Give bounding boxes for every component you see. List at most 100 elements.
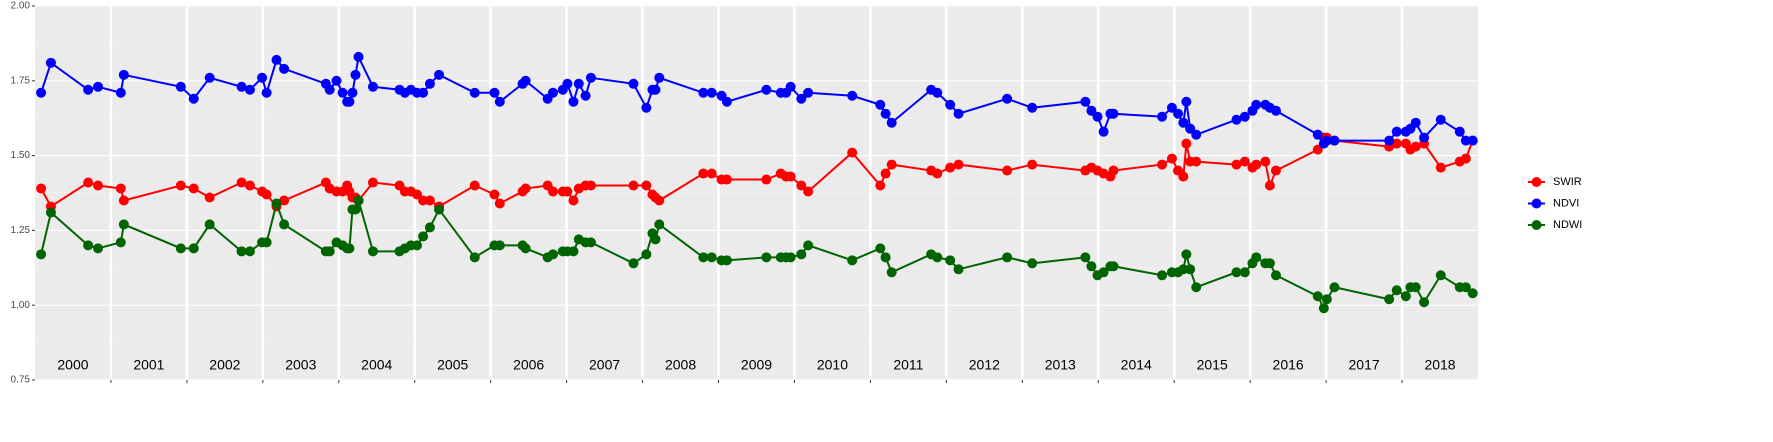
data-point [1321, 135, 1332, 146]
data-point [367, 246, 378, 257]
data-point [1467, 288, 1478, 299]
data-point [1391, 126, 1402, 137]
data-point [1312, 291, 1323, 302]
data-point [932, 252, 943, 263]
data-point [1002, 165, 1013, 176]
x-tick-label: 2015 [1197, 357, 1228, 373]
y-tick-label: 1.25 [11, 225, 31, 236]
x-tick-label: 2018 [1424, 357, 1455, 373]
data-point [1400, 291, 1411, 302]
data-point [641, 102, 652, 113]
data-point [1086, 261, 1097, 272]
data-point [244, 180, 255, 191]
data-point [204, 72, 215, 83]
data-point [118, 195, 129, 206]
legend-key-point [1531, 177, 1542, 187]
data-point [796, 249, 807, 260]
data-point [1108, 261, 1119, 272]
data-point [1157, 270, 1168, 281]
data-point [1321, 294, 1332, 305]
data-point [1419, 132, 1430, 143]
legend-key-point [1531, 220, 1542, 230]
x-tick-label: 2011 [893, 357, 923, 373]
data-point [188, 243, 199, 254]
data-point [1166, 153, 1177, 164]
data-point [761, 84, 772, 95]
data-point [279, 195, 290, 206]
data-point [1270, 105, 1281, 116]
data-point [932, 87, 943, 98]
data-point [83, 177, 94, 188]
data-point [585, 180, 596, 191]
data-point [880, 168, 891, 179]
data-point [945, 255, 956, 266]
data-point [1080, 252, 1091, 263]
data-point [953, 108, 964, 119]
data-point [494, 198, 505, 209]
data-point [331, 75, 342, 86]
data-point [761, 252, 772, 263]
data-point [1181, 138, 1192, 149]
data-point [847, 90, 858, 101]
data-point [344, 243, 355, 254]
data-point [1178, 117, 1189, 128]
x-tick-label: 2003 [285, 357, 316, 373]
data-point [573, 78, 584, 89]
data-point [1460, 135, 1471, 146]
x-tick-label: 2004 [361, 357, 392, 373]
data-point [520, 75, 531, 86]
x-tick-label: 2002 [209, 357, 240, 373]
x-tick-label: 2013 [1045, 357, 1076, 373]
data-point [932, 168, 943, 179]
data-point [36, 183, 47, 194]
data-point [1181, 249, 1192, 260]
y-tick-label: 1.50 [11, 150, 31, 161]
data-point [1080, 96, 1091, 107]
data-point [115, 183, 126, 194]
data-point [880, 252, 891, 263]
data-point [494, 240, 505, 251]
data-point [367, 177, 378, 188]
data-point [803, 87, 814, 98]
data-point [785, 252, 796, 263]
data-point [244, 84, 255, 95]
data-point [547, 87, 558, 98]
data-point [1467, 135, 1478, 146]
data-point [489, 189, 500, 200]
data-point [1391, 138, 1402, 149]
x-tick-label: 2014 [1121, 357, 1152, 373]
data-point [1191, 129, 1202, 140]
data-point [1251, 99, 1262, 110]
data-point [434, 204, 445, 215]
data-point [261, 87, 272, 98]
x-tick-label: 2008 [665, 357, 696, 373]
data-point [244, 246, 255, 257]
y-tick-label: 1.00 [11, 300, 31, 311]
data-point [418, 195, 429, 206]
data-point [1178, 171, 1189, 182]
data-point [434, 69, 445, 80]
data-point [721, 255, 732, 266]
data-point [1435, 162, 1446, 173]
data-point [785, 81, 796, 92]
data-point [650, 84, 661, 95]
y-tick-label: 2.00 [11, 1, 31, 12]
data-point [641, 180, 652, 191]
data-point [706, 252, 717, 263]
data-point [45, 207, 56, 218]
data-point [650, 234, 661, 245]
x-tick-label: 2017 [1349, 357, 1380, 373]
data-point [118, 69, 129, 80]
data-point [271, 54, 282, 65]
data-point [118, 219, 129, 230]
data-point [188, 183, 199, 194]
data-point [1454, 126, 1465, 137]
data-point [721, 96, 732, 107]
data-point [1027, 102, 1038, 113]
data-point [175, 180, 186, 191]
x-tick-label: 2010 [817, 357, 848, 373]
data-point [585, 237, 596, 248]
data-point [886, 267, 897, 278]
x-tick-label: 2016 [1273, 357, 1304, 373]
